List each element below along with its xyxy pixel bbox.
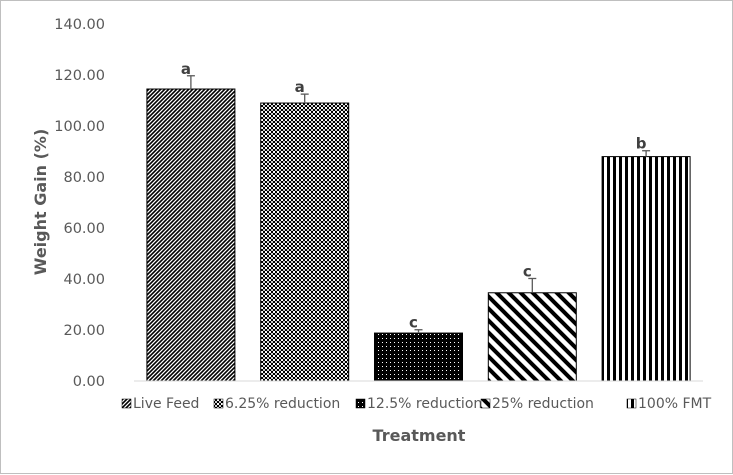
y-tick-label: 100.00 (54, 119, 105, 135)
legend-label: 6.25% reduction (225, 396, 340, 412)
x-axis-title: Treatment (373, 426, 466, 445)
y-tick-label: 120.00 (54, 68, 105, 84)
bar (146, 88, 236, 382)
y-tick-label: 0.00 (73, 374, 105, 390)
legend-swatch (213, 398, 224, 409)
bar (374, 332, 463, 382)
significance-label: c (523, 262, 532, 280)
bar (260, 102, 350, 382)
legend-label: 25% reduction (492, 396, 594, 412)
bar (487, 292, 577, 382)
y-tick-label: 140.00 (54, 17, 105, 33)
significance-label: c (409, 314, 418, 332)
y-tick-label: 20.00 (63, 323, 105, 339)
legend-swatch (626, 398, 637, 409)
y-tick-label: 40.00 (63, 272, 105, 288)
bar (601, 156, 691, 382)
legend-label: Live Feed (133, 396, 199, 412)
legend-label: 12.5% reduction (367, 396, 482, 412)
bar-series: a a c c b (146, 60, 691, 382)
significance-label: a (181, 60, 191, 78)
y-tick-label: 60.00 (63, 221, 105, 237)
significance-label: b (636, 135, 647, 153)
significance-label: a (295, 78, 305, 96)
y-axis-title: Weight Gain (%) (31, 129, 50, 276)
legend: Live Feed 6.25% reduction 12.5% reduction 2… (121, 396, 712, 412)
legend-swatch (121, 398, 132, 409)
y-axis: 0.00 20.00 40.00 60.00 80.00 100.00 120.00 140.… (54, 17, 105, 390)
y-tick-label: 80.00 (63, 170, 105, 186)
legend-swatch (480, 398, 491, 409)
legend-label: 100% FMT (638, 396, 712, 412)
legend-swatch (355, 398, 366, 409)
